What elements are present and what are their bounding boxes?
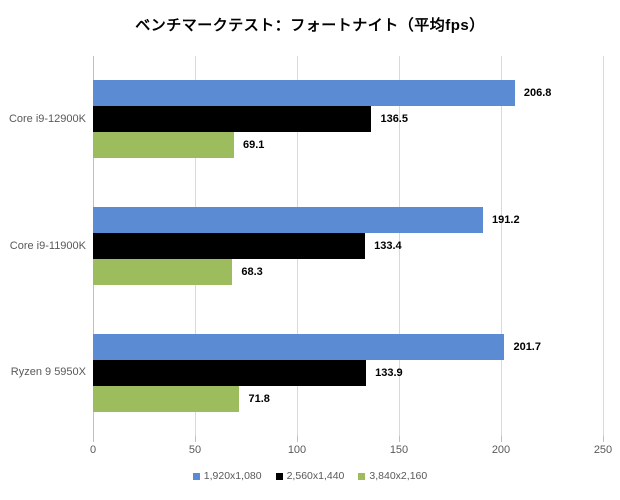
chart-title: ベンチマークテスト：フォートナイト（平均fps） bbox=[135, 17, 485, 34]
value-label: 191.2 bbox=[492, 214, 520, 226]
value-label: 69.1 bbox=[242, 139, 265, 152]
legend-item: 1,920x1,080 bbox=[192, 470, 262, 482]
x-axis-tick-label: 50 bbox=[188, 444, 202, 456]
bar-3840x2160-core-i9-12900k bbox=[93, 132, 234, 159]
axis-tick-mark bbox=[297, 436, 298, 442]
x-axis-tick-label: 0 bbox=[89, 444, 97, 456]
value-label: 133.4 bbox=[374, 240, 402, 252]
legend-label: 1,920x1,080 bbox=[203, 470, 262, 482]
bar-3840x2160-ryzen-9-5950x bbox=[93, 385, 240, 412]
gridline bbox=[399, 56, 400, 436]
legend-swatch-icon bbox=[358, 472, 366, 480]
axis-tick-mark bbox=[603, 436, 604, 442]
category-axis-label: Ryzen 9 5950X bbox=[10, 366, 86, 379]
chart-legend: 1,920x1,080 2,560x1,440 3,840x2,160 bbox=[0, 470, 620, 482]
x-axis-tick-label: 150 bbox=[389, 444, 409, 456]
bar-1920x1080-core-i9-12900k bbox=[93, 80, 515, 107]
x-axis-tick-label: 250 bbox=[593, 444, 613, 456]
bar-1920x1080-ryzen-9-5950x bbox=[93, 333, 505, 360]
value-label: 71.8 bbox=[248, 392, 270, 405]
bar-2560x1440-core-i9-11900k bbox=[93, 233, 366, 259]
axis-tick-mark bbox=[399, 436, 400, 442]
x-axis-tick-label: 100 bbox=[287, 444, 307, 456]
bar-2560x1440-ryzen-9-5950x bbox=[93, 359, 367, 386]
legend-item: 3,840x2,160 bbox=[358, 470, 427, 482]
value-label: 133.9 bbox=[375, 366, 403, 379]
value-label: 68.3 bbox=[241, 266, 263, 278]
value-label: 206.8 bbox=[523, 87, 552, 100]
plot-area: 206.8 136.5 69.1 191.2 133.4 68.3 201.7 133.9 71… bbox=[93, 56, 604, 442]
legend-label: 2,560x1,440 bbox=[286, 470, 345, 482]
axis-tick-mark bbox=[195, 436, 196, 442]
axis-tick-mark bbox=[501, 436, 502, 442]
x-axis-tick-label: 200 bbox=[491, 444, 511, 456]
value-label: 201.7 bbox=[513, 340, 541, 353]
legend-label: 3,840x2,160 bbox=[369, 470, 428, 482]
legend-item: 2,560x1,440 bbox=[275, 470, 345, 482]
category-axis-label: Core i9-11900K bbox=[9, 239, 86, 252]
bar-2560x1440-core-i9-12900k bbox=[93, 106, 372, 133]
axis-tick-mark bbox=[93, 436, 94, 442]
bar-3840x2160-core-i9-11900k bbox=[93, 259, 233, 285]
legend-swatch-icon bbox=[275, 472, 283, 480]
gridline bbox=[501, 56, 502, 436]
gridline bbox=[603, 56, 604, 436]
category-axis-label: Core i9-12900K bbox=[8, 112, 86, 125]
value-label: 136.5 bbox=[380, 113, 408, 126]
legend-swatch-icon bbox=[192, 472, 200, 480]
bar-1920x1080-core-i9-11900k bbox=[93, 207, 484, 233]
